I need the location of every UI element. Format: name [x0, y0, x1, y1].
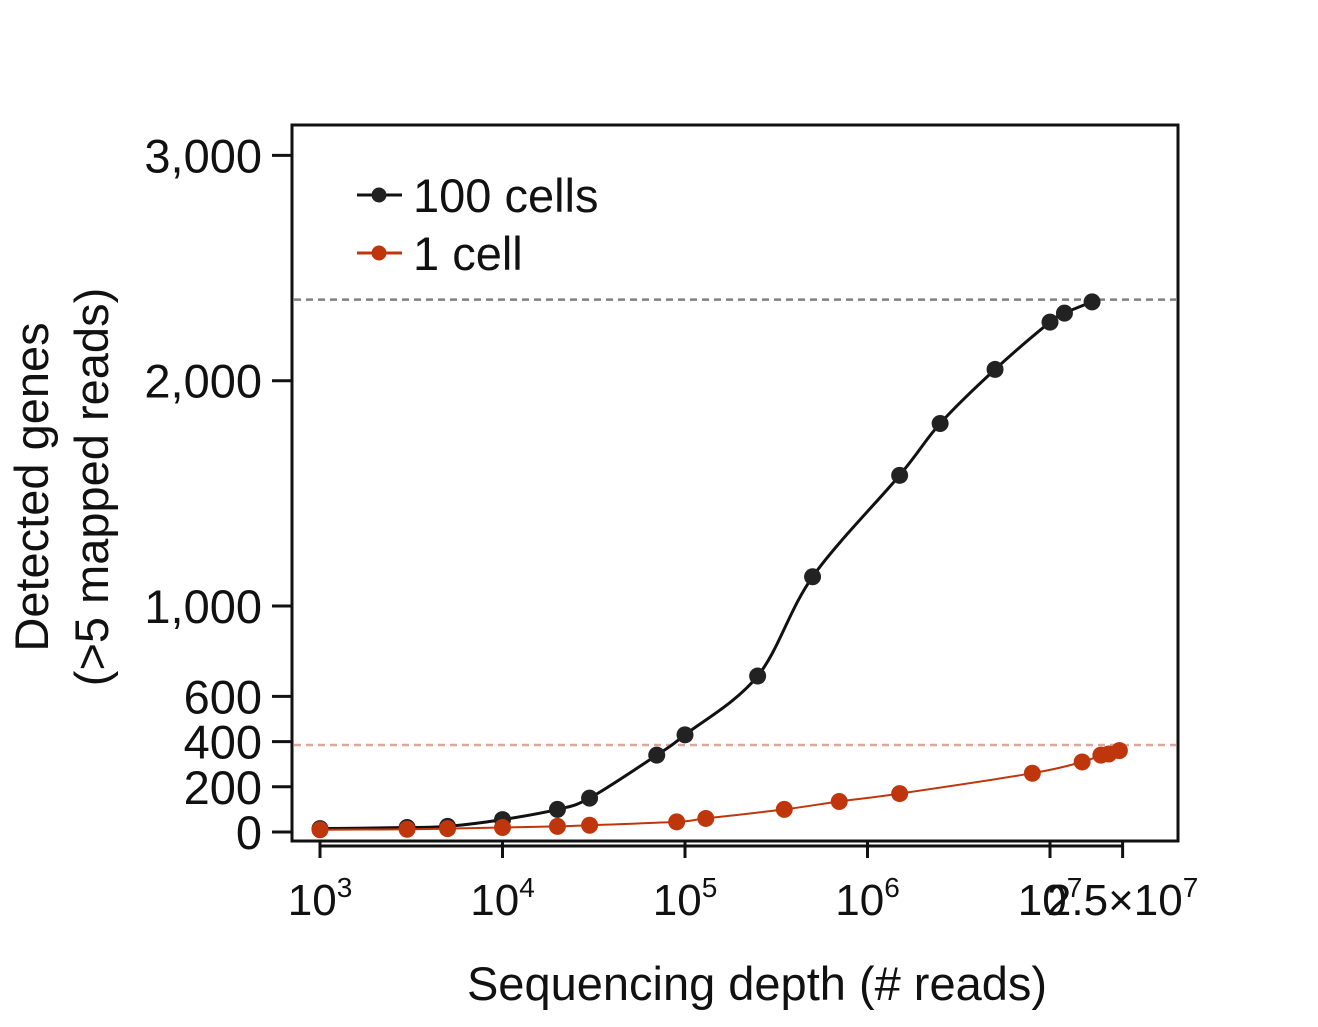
y-tick-label: 1,000 — [144, 580, 262, 633]
data-point — [548, 800, 566, 818]
y-tick-label: 600 — [184, 670, 262, 723]
reference-lines — [294, 298, 1176, 747]
data-point — [891, 785, 909, 803]
series-line — [319, 300, 1093, 831]
legend-item: 1 cell — [357, 227, 523, 280]
x-tick-label: 104 — [470, 872, 535, 925]
series-2 — [311, 742, 1128, 839]
data-point — [668, 813, 686, 831]
x-tick-label: 103 — [288, 872, 353, 925]
legend-swatch-marker — [371, 187, 387, 203]
data-point — [830, 792, 848, 810]
y-tick-label: 3,000 — [144, 129, 262, 182]
data-point — [986, 360, 1004, 378]
data-point — [931, 415, 949, 433]
y-axis-label-line1: Detected genes — [5, 322, 58, 651]
legend-swatch-marker — [371, 245, 387, 261]
data-point — [581, 816, 599, 834]
series-1 — [311, 293, 1101, 838]
y-tick-label: 200 — [184, 761, 262, 814]
x-tick-label: 106 — [835, 872, 900, 925]
x-axis-label: Sequencing depth (# reads) — [467, 957, 1047, 1010]
x-tick-label: 105 — [653, 872, 718, 925]
data-point — [775, 800, 793, 818]
y-tick-label: 400 — [184, 716, 262, 769]
data-point — [648, 746, 666, 764]
data-point — [1110, 742, 1128, 760]
data-point — [1055, 304, 1073, 322]
legend-label: 1 cell — [413, 227, 523, 280]
data-point — [697, 809, 715, 827]
data-point — [1041, 313, 1059, 331]
data-point — [494, 818, 511, 836]
y-tick-label: 0 — [236, 806, 262, 859]
data-point — [581, 789, 599, 807]
data-point — [439, 820, 457, 838]
data-point — [1083, 293, 1101, 311]
y-axis-label-line2: (>5 mapped reads) — [65, 288, 118, 686]
x-tick-label: 2.5×107 — [1047, 872, 1198, 925]
legend-label: 100 cells — [413, 169, 599, 222]
data-point — [311, 821, 329, 839]
data-point — [548, 817, 566, 835]
y-tick-label: 2,000 — [144, 355, 262, 408]
data-point — [749, 667, 767, 685]
plot-frame — [290, 123, 1180, 843]
data-point — [804, 568, 822, 586]
data-point — [398, 820, 416, 838]
data-point — [676, 726, 694, 744]
series-line — [319, 749, 1120, 831]
data-point — [1073, 753, 1091, 771]
legend-item: 100 cells — [357, 169, 599, 222]
series-layer — [311, 293, 1128, 839]
x-tick-label: 107 — [1018, 872, 1083, 925]
data-point — [1023, 764, 1041, 782]
data-point — [891, 466, 909, 484]
